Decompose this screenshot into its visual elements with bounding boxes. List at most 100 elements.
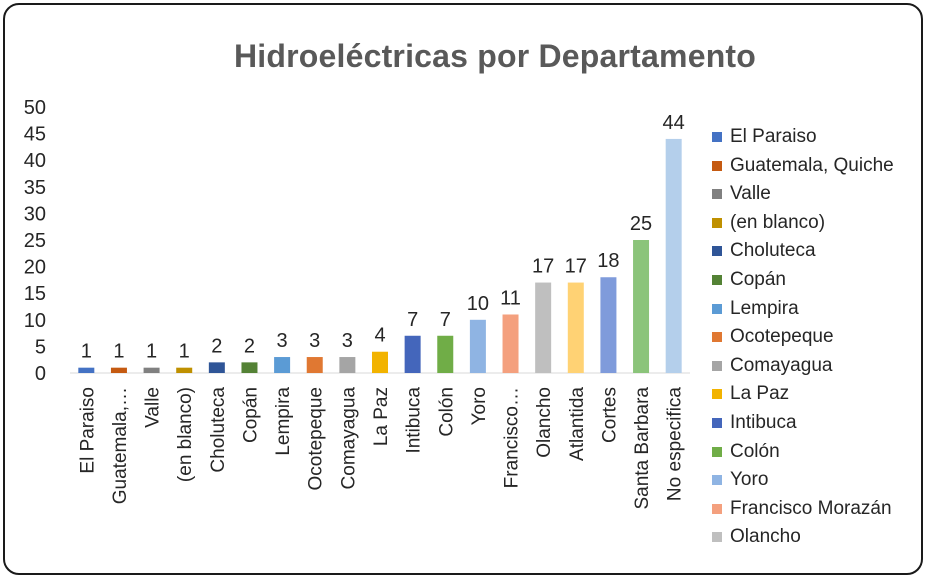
legend-item: El Paraiso bbox=[712, 124, 922, 153]
y-tick-label: 15 bbox=[24, 283, 46, 305]
legend-label: El Paraiso bbox=[730, 126, 817, 147]
x-tick-label: Santa Barbara bbox=[632, 387, 653, 510]
legend-swatch bbox=[712, 303, 722, 314]
x-tick-label: Colón bbox=[436, 387, 457, 437]
data-label: 1 bbox=[146, 341, 157, 363]
bar bbox=[306, 357, 323, 373]
legend-label: Lempira bbox=[730, 297, 799, 319]
legend-item: Guatemala, Quiche bbox=[712, 153, 922, 182]
legend-item: (en blanco) bbox=[712, 210, 922, 239]
legend-label: (en blanco) bbox=[730, 211, 826, 233]
x-tick-label: Cortes bbox=[599, 387, 620, 443]
y-tick-label: 20 bbox=[24, 257, 46, 279]
y-tick-label: 30 bbox=[24, 203, 46, 225]
legend-label: Olancho bbox=[730, 526, 801, 548]
legend-swatch bbox=[712, 417, 722, 428]
legend-swatch bbox=[712, 360, 722, 371]
y-tick-label: 5 bbox=[35, 336, 46, 358]
data-label: 10 bbox=[467, 293, 489, 315]
x-tick-label: Intibuca bbox=[404, 387, 425, 454]
x-tick-label: No especifica bbox=[665, 387, 686, 501]
data-label: 11 bbox=[500, 287, 521, 309]
legend-item: Ocotepeque bbox=[712, 324, 922, 353]
x-tick-label: Yoro bbox=[469, 387, 490, 425]
data-label: 3 bbox=[309, 330, 320, 352]
legend-item: Intibuca bbox=[712, 410, 922, 439]
bar bbox=[274, 357, 291, 373]
bar bbox=[241, 362, 258, 373]
data-label: 2 bbox=[211, 335, 222, 357]
legend-item: Valle bbox=[712, 181, 922, 210]
legend-swatch bbox=[712, 446, 722, 457]
bar bbox=[600, 277, 617, 373]
legend-item: La Paz bbox=[712, 381, 922, 410]
chart-frame bbox=[3, 3, 923, 575]
legend-swatch bbox=[712, 332, 722, 343]
legend-swatch bbox=[712, 132, 722, 142]
chart-title: Hidroeléctricas por Departamento bbox=[233, 38, 757, 74]
bar bbox=[535, 282, 552, 373]
x-tick-label: Choluteca bbox=[208, 387, 229, 473]
legend-item: Copán bbox=[712, 267, 922, 296]
data-label: 17 bbox=[532, 256, 554, 278]
legend-item: Choluteca bbox=[712, 238, 922, 267]
legend-item: Olancho bbox=[712, 524, 922, 553]
bar bbox=[502, 314, 519, 373]
legend-label: La Paz bbox=[730, 383, 790, 405]
legend-item: Francisco Morazán bbox=[712, 496, 922, 525]
y-tick-label: 35 bbox=[24, 177, 46, 199]
legend-swatch bbox=[712, 532, 722, 543]
data-label: 3 bbox=[342, 330, 353, 352]
data-label: 1 bbox=[81, 341, 92, 363]
data-label: 7 bbox=[407, 309, 418, 331]
data-label: 4 bbox=[374, 325, 385, 347]
bar bbox=[143, 367, 160, 373]
legend-label: Guatemala, Quiche bbox=[730, 154, 894, 176]
bar bbox=[633, 240, 650, 373]
data-label: 7 bbox=[440, 309, 451, 331]
y-tick-label: 50 bbox=[24, 97, 46, 119]
y-axis: 0 5 10 15 20 25 30 35 40 45 50 bbox=[24, 97, 46, 385]
bar bbox=[176, 367, 193, 373]
x-tick-label: Olancho bbox=[534, 387, 555, 458]
legend-label: Francisco Morazán bbox=[730, 497, 892, 519]
data-label: 1 bbox=[113, 341, 124, 363]
legend-label: Intibuca bbox=[730, 411, 797, 433]
bar bbox=[208, 362, 225, 373]
bar bbox=[469, 319, 486, 373]
data-label: 44 bbox=[663, 112, 685, 134]
legend-swatch bbox=[712, 274, 722, 285]
bar bbox=[372, 351, 388, 373]
y-tick-label: 10 bbox=[24, 310, 46, 332]
legend: El Paraiso Guatemala, Quiche Valle (en blan… bbox=[712, 124, 922, 553]
legend-item: Yoro bbox=[712, 467, 922, 496]
x-tick-label: Francisco… bbox=[502, 387, 523, 488]
bar bbox=[404, 335, 421, 373]
y-tick-label: 45 bbox=[24, 124, 46, 146]
x-axis-labels: El Paraiso Guatemala,… Valle (en blanco) Cho… bbox=[77, 387, 685, 510]
x-tick-label: Valle bbox=[143, 387, 164, 428]
bar bbox=[437, 335, 454, 373]
data-label: 1 bbox=[179, 341, 190, 363]
data-label: 2 bbox=[244, 335, 255, 357]
legend-swatch bbox=[712, 217, 722, 228]
legend-swatch bbox=[712, 503, 722, 514]
x-tick-label: Atlantida bbox=[567, 387, 588, 461]
x-tick-label: Copán bbox=[240, 387, 261, 443]
legend-label: Comayagua bbox=[730, 354, 833, 376]
legend-item: Lempira bbox=[712, 296, 922, 325]
legend-swatch bbox=[712, 389, 722, 400]
x-tick-label: Guatemala,… bbox=[110, 387, 131, 504]
y-tick-label: 40 bbox=[24, 150, 46, 172]
legend-label: Colón bbox=[730, 440, 780, 462]
legend-label: Choluteca bbox=[730, 240, 816, 262]
y-tick-label: 25 bbox=[24, 230, 46, 252]
bar bbox=[110, 367, 127, 373]
legend-label: Copán bbox=[730, 268, 786, 290]
x-tick-label: La Paz bbox=[371, 387, 392, 446]
legend-label: Ocotepeque bbox=[730, 326, 834, 348]
x-tick-label: El Paraiso bbox=[77, 387, 98, 474]
legend-item: Comayagua bbox=[712, 353, 922, 382]
